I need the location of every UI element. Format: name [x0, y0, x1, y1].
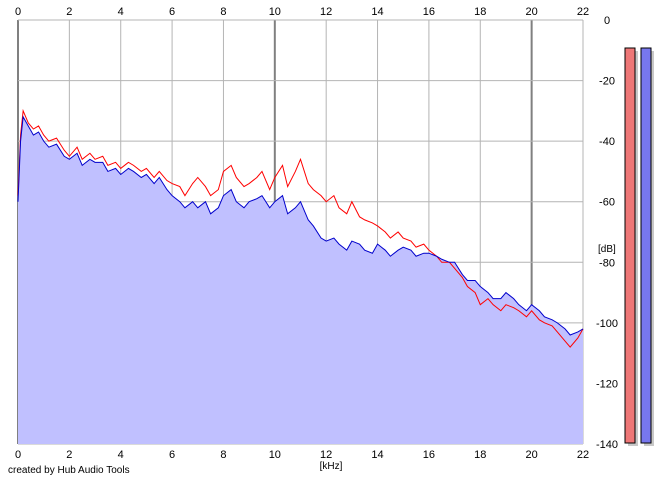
x-tick-label-bottom: 2 — [66, 449, 72, 461]
y-tick-label: -140 — [596, 439, 618, 451]
series-red-line — [17, 108, 584, 348]
y-tick-label: -60 — [599, 197, 615, 209]
y-tick-label: -80 — [599, 257, 615, 269]
footer-credit: created by Hub Audio Tools — [8, 465, 130, 476]
y-axis-unit-label: [dB] — [598, 244, 616, 255]
x-tick-label-top: 16 — [423, 6, 435, 18]
level-meter-left — [624, 47, 636, 444]
x-tick-label-bottom: 12 — [320, 449, 332, 461]
y-tick-label: -100 — [596, 318, 618, 330]
x-tick-label-bottom: 16 — [423, 449, 435, 461]
spectrum-area-fill — [18, 116, 583, 445]
y-tick-label: -20 — [599, 76, 615, 88]
x-tick-label-top: 20 — [526, 6, 538, 18]
level-meters — [624, 47, 654, 446]
x-tick-label-top: 6 — [169, 6, 175, 18]
x-tick-label-bottom: 10 — [269, 449, 281, 461]
x-tick-label-bottom: 20 — [526, 449, 538, 461]
level-meter-right — [640, 47, 652, 444]
x-tick-label-top: 18 — [474, 6, 486, 18]
x-axis-top-ticks: 0 2 4 6 8 10 12 14 16 18 20 22 — [15, 6, 589, 18]
x-tick-label-top: 10 — [269, 6, 281, 18]
x-tick-label-top: 14 — [371, 6, 383, 18]
x-tick-label-bottom: 4 — [118, 449, 124, 461]
y-axis-right-ticks: 0 -20 -40 -60 -80 -100 -120 -140 — [596, 15, 618, 451]
x-tick-label-bottom: 6 — [169, 449, 175, 461]
x-axis-bottom-ticks: 0 2 4 6 8 10 12 14 16 18 20 22 — [15, 449, 589, 461]
series-blue-line — [17, 115, 584, 336]
x-tick-label-top: 12 — [320, 6, 332, 18]
y-tick-label: 0 — [604, 15, 610, 27]
x-tick-label-top: 4 — [118, 6, 124, 18]
y-tick-label: -120 — [596, 378, 618, 390]
x-tick-label-top: 2 — [66, 6, 72, 18]
x-tick-label-top: 8 — [220, 6, 226, 18]
y-tick-label: -40 — [599, 136, 615, 148]
x-axis-unit-label: [kHz] — [320, 461, 343, 472]
x-tick-label-bottom: 22 — [577, 449, 589, 461]
x-tick-label-top: 22 — [577, 6, 589, 18]
x-tick-label-bottom: 0 — [15, 449, 21, 461]
x-tick-label-top: 0 — [15, 6, 21, 18]
x-tick-label-bottom: 18 — [474, 449, 486, 461]
x-tick-label-bottom: 8 — [220, 449, 226, 461]
x-tick-label-bottom: 14 — [371, 449, 383, 461]
